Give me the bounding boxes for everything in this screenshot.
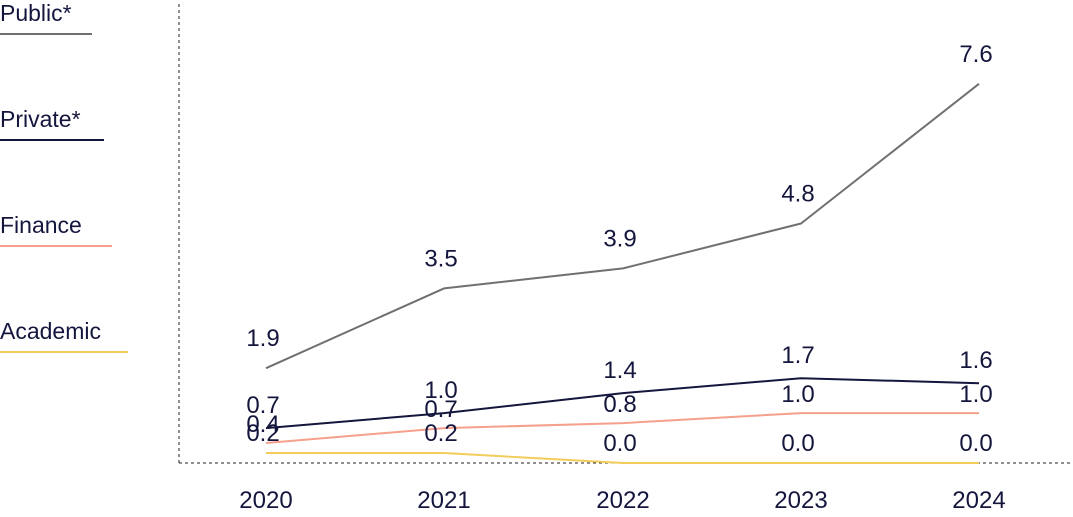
data-label-finance: 1.0 (959, 381, 992, 408)
series-line-private (265, 377, 980, 430)
data-label-academic: 0.2 (246, 420, 279, 447)
data-label-public: 3.9 (603, 225, 636, 252)
data-label-academic: 0.0 (603, 430, 636, 457)
data-label-public: 4.8 (781, 180, 814, 207)
data-label-private: 1.0 (424, 377, 457, 404)
data-label-public: 7.6 (959, 41, 992, 68)
data-label-private: 0.7 (246, 392, 279, 419)
series-line-finance (265, 412, 979, 444)
legend-swatch (0, 351, 128, 353)
data-label-private: 1.6 (959, 347, 992, 374)
legend-label: Private* (0, 106, 81, 132)
legend-swatch (0, 139, 104, 141)
legend: Public* Private* Finance Academic (0, 0, 170, 380)
data-label-public: 3.5 (424, 245, 457, 272)
data-label-private: 1.7 (781, 342, 814, 369)
x-tick-label: 2024 (952, 487, 1005, 514)
data-label-public: 1.9 (246, 325, 279, 352)
data-label-academic: 0.0 (959, 430, 992, 457)
series-line-academic (266, 452, 979, 464)
data-label-finance: 0.4 (246, 411, 279, 438)
legend-label: Academic (0, 318, 101, 344)
legend-swatch (0, 245, 112, 247)
legend-label: Public* (0, 0, 72, 26)
x-tick-label: 2020 (239, 487, 292, 514)
data-label-academic: 0.0 (781, 430, 814, 457)
legend-item-private: Private* (0, 106, 104, 141)
legend-item-academic: Academic (0, 318, 128, 353)
x-tick-label: 2022 (596, 487, 649, 514)
legend-label: Finance (0, 212, 82, 238)
x-tick-label: 2023 (774, 487, 827, 514)
data-label-private: 1.4 (603, 357, 636, 384)
data-label-finance: 0.8 (603, 391, 636, 418)
series-line-public (265, 83, 980, 370)
legend-item-public: Public* (0, 0, 92, 35)
legend-item-finance: Finance (0, 212, 112, 247)
data-label-finance: 0.7 (424, 396, 457, 423)
legend-swatch (0, 33, 92, 35)
data-label-academic: 0.2 (424, 420, 457, 447)
data-label-finance: 1.0 (781, 381, 814, 408)
x-tick-label: 2021 (417, 487, 470, 514)
